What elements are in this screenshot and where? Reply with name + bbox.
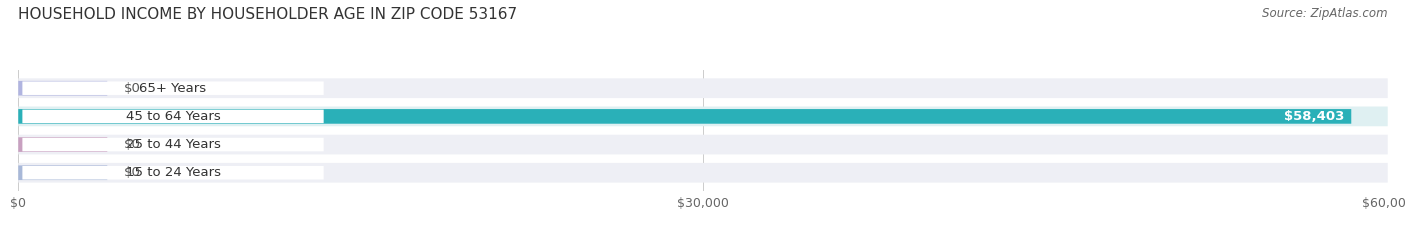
FancyBboxPatch shape [18, 135, 1388, 154]
Text: HOUSEHOLD INCOME BY HOUSEHOLDER AGE IN ZIP CODE 53167: HOUSEHOLD INCOME BY HOUSEHOLDER AGE IN Z… [18, 7, 517, 22]
FancyBboxPatch shape [22, 82, 323, 95]
FancyBboxPatch shape [22, 166, 323, 179]
FancyBboxPatch shape [18, 165, 107, 180]
FancyBboxPatch shape [18, 106, 1388, 126]
Text: 45 to 64 Years: 45 to 64 Years [125, 110, 221, 123]
FancyBboxPatch shape [22, 138, 323, 151]
FancyBboxPatch shape [18, 163, 1388, 183]
Text: $0: $0 [124, 166, 141, 179]
Text: $58,403: $58,403 [1284, 110, 1344, 123]
FancyBboxPatch shape [18, 109, 1351, 124]
FancyBboxPatch shape [18, 137, 107, 152]
Text: Source: ZipAtlas.com: Source: ZipAtlas.com [1263, 7, 1388, 20]
Text: $0: $0 [124, 82, 141, 95]
FancyBboxPatch shape [18, 81, 107, 96]
Text: 65+ Years: 65+ Years [139, 82, 207, 95]
Text: $0: $0 [124, 138, 141, 151]
FancyBboxPatch shape [18, 78, 1388, 98]
Text: 15 to 24 Years: 15 to 24 Years [125, 166, 221, 179]
Text: 25 to 44 Years: 25 to 44 Years [125, 138, 221, 151]
FancyBboxPatch shape [22, 110, 323, 123]
